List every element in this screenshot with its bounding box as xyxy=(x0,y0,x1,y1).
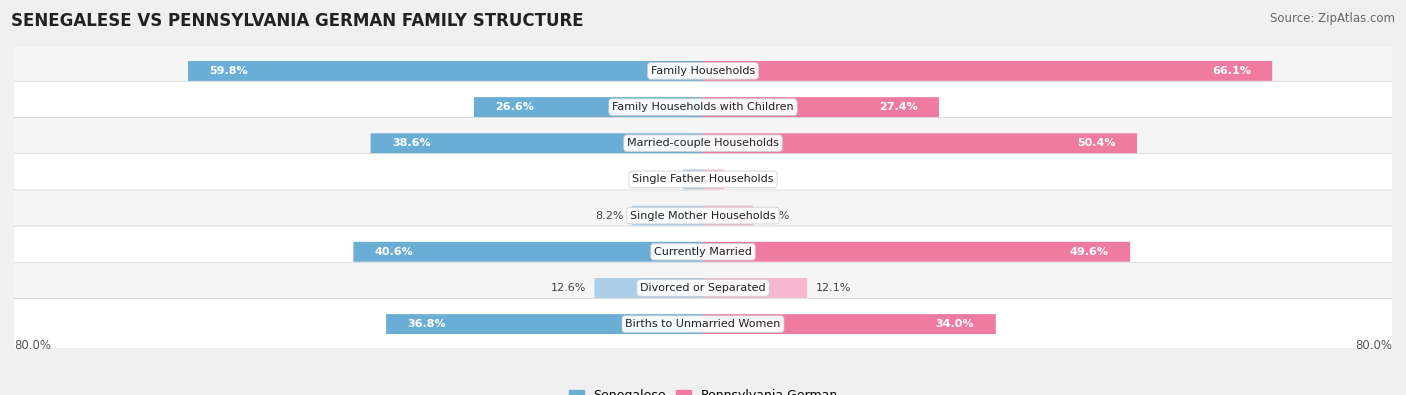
FancyBboxPatch shape xyxy=(3,118,1403,169)
Text: 40.6%: 40.6% xyxy=(375,247,413,257)
Text: Family Households: Family Households xyxy=(651,66,755,76)
FancyBboxPatch shape xyxy=(3,262,1403,314)
Text: Divorced or Separated: Divorced or Separated xyxy=(640,283,766,293)
Text: 34.0%: 34.0% xyxy=(936,319,974,329)
Text: 59.8%: 59.8% xyxy=(209,66,249,76)
Text: Married-couple Households: Married-couple Households xyxy=(627,138,779,148)
FancyBboxPatch shape xyxy=(703,314,995,334)
Text: 38.6%: 38.6% xyxy=(392,138,430,148)
Text: Single Mother Households: Single Mother Households xyxy=(630,211,776,220)
FancyBboxPatch shape xyxy=(703,61,1272,81)
Text: 2.4%: 2.4% xyxy=(733,175,761,184)
Text: Single Father Households: Single Father Households xyxy=(633,175,773,184)
FancyBboxPatch shape xyxy=(353,242,703,262)
Text: 49.6%: 49.6% xyxy=(1070,247,1108,257)
Text: 12.6%: 12.6% xyxy=(551,283,586,293)
FancyBboxPatch shape xyxy=(371,133,703,153)
FancyBboxPatch shape xyxy=(474,97,703,117)
Text: Currently Married: Currently Married xyxy=(654,247,752,257)
FancyBboxPatch shape xyxy=(703,242,1130,262)
FancyBboxPatch shape xyxy=(683,169,703,189)
Legend: Senegalese, Pennsylvania German: Senegalese, Pennsylvania German xyxy=(564,384,842,395)
Text: 50.4%: 50.4% xyxy=(1077,138,1115,148)
FancyBboxPatch shape xyxy=(633,206,703,226)
Text: 8.2%: 8.2% xyxy=(595,211,624,220)
FancyBboxPatch shape xyxy=(703,278,807,298)
Text: Source: ZipAtlas.com: Source: ZipAtlas.com xyxy=(1270,12,1395,25)
FancyBboxPatch shape xyxy=(703,133,1137,153)
FancyBboxPatch shape xyxy=(703,97,939,117)
Text: 26.6%: 26.6% xyxy=(495,102,534,112)
FancyBboxPatch shape xyxy=(3,45,1403,97)
FancyBboxPatch shape xyxy=(3,190,1403,241)
FancyBboxPatch shape xyxy=(703,169,724,189)
Text: 80.0%: 80.0% xyxy=(1355,339,1392,352)
FancyBboxPatch shape xyxy=(3,298,1403,350)
Text: 27.4%: 27.4% xyxy=(879,102,918,112)
FancyBboxPatch shape xyxy=(3,81,1403,133)
FancyBboxPatch shape xyxy=(3,226,1403,277)
FancyBboxPatch shape xyxy=(703,206,754,226)
Text: 12.1%: 12.1% xyxy=(815,283,851,293)
FancyBboxPatch shape xyxy=(188,61,703,81)
FancyBboxPatch shape xyxy=(595,278,703,298)
Text: SENEGALESE VS PENNSYLVANIA GERMAN FAMILY STRUCTURE: SENEGALESE VS PENNSYLVANIA GERMAN FAMILY… xyxy=(11,12,583,30)
Text: Births to Unmarried Women: Births to Unmarried Women xyxy=(626,319,780,329)
Text: 2.3%: 2.3% xyxy=(647,175,675,184)
Text: 5.8%: 5.8% xyxy=(762,211,790,220)
Text: Family Households with Children: Family Households with Children xyxy=(612,102,794,112)
Text: 80.0%: 80.0% xyxy=(14,339,51,352)
Text: 66.1%: 66.1% xyxy=(1212,66,1251,76)
FancyBboxPatch shape xyxy=(387,314,703,334)
Text: 36.8%: 36.8% xyxy=(408,319,446,329)
FancyBboxPatch shape xyxy=(3,154,1403,205)
